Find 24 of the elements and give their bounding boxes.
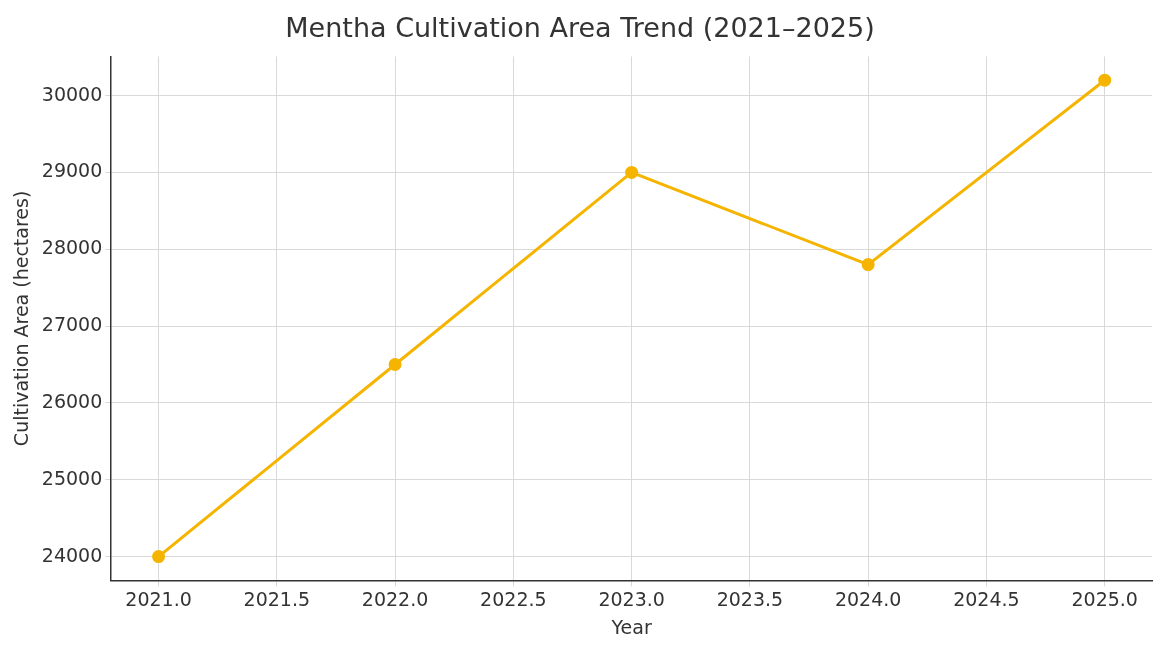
y-axis-title: Cultivation Area (hectares)	[10, 190, 33, 447]
x-tick-label: 2024.0	[834, 587, 902, 610]
point	[861, 258, 875, 272]
x-tick-label: 2023.5	[716, 587, 784, 610]
point	[1098, 73, 1112, 87]
y-tick-label: 25000	[41, 466, 103, 489]
x-tick-label: 2021.5	[243, 587, 311, 610]
point	[388, 358, 402, 371]
y-tick-label: 29000	[41, 159, 103, 182]
x-tick-label: 2022.5	[480, 587, 547, 610]
y-tick-label: 28000	[41, 236, 103, 259]
y-tick-label: 26000	[41, 389, 103, 412]
y-tick-label: 27000	[41, 313, 103, 336]
x-tick-label: 2024.5	[953, 587, 1020, 610]
point	[152, 550, 166, 564]
x-tick-label: 2021.0	[125, 587, 192, 610]
x-tick-label: 2022.0	[361, 587, 429, 610]
x-tick-label: 2025.0	[1071, 587, 1138, 610]
x-tick-label: 2023.0	[598, 587, 665, 610]
y-tick-label: 30000	[41, 82, 103, 105]
y-tick-label: 24000	[41, 543, 103, 566]
x-axis-title: Year	[610, 615, 652, 638]
chart-title: Mentha Cultivation Area Trend (2021–2025)	[285, 12, 875, 44]
point	[625, 165, 639, 179]
